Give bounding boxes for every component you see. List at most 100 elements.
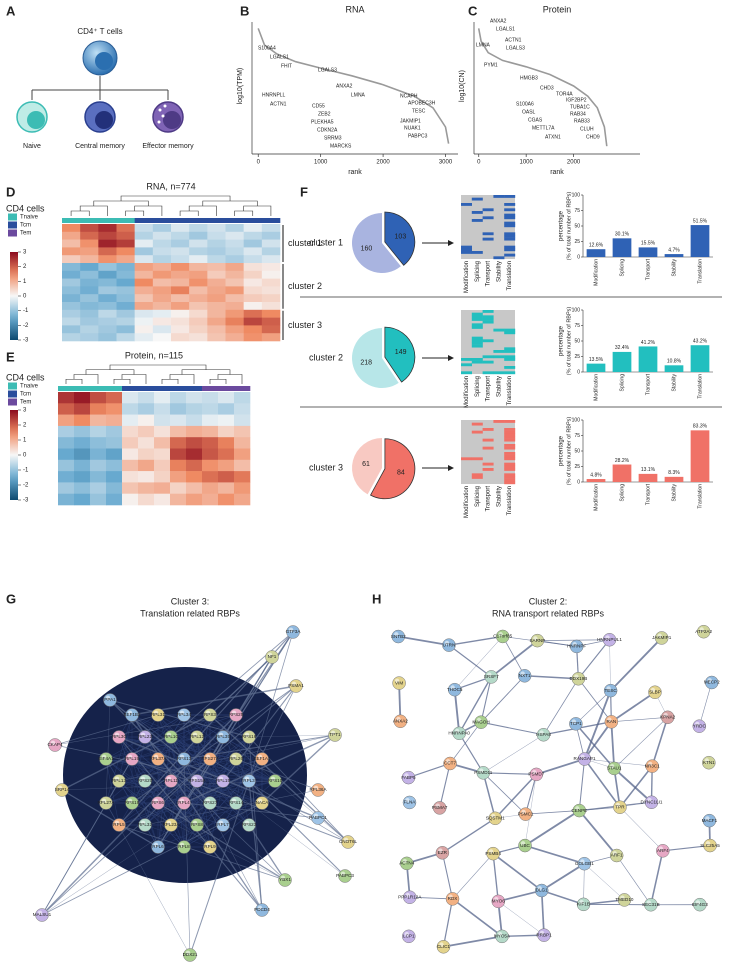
protein-label: RPS19 — [125, 800, 140, 805]
interaction-edge — [575, 723, 615, 769]
heatmap-cell — [152, 224, 172, 233]
node-highlight — [448, 894, 453, 899]
protein-label: SEC31B — [642, 902, 660, 907]
interaction-edge — [541, 862, 585, 892]
heatmap-cell — [80, 286, 99, 295]
matrix-column-label: Modification — [464, 486, 470, 518]
interaction-edge — [498, 901, 545, 936]
x-tick-label: Translation — [697, 374, 703, 399]
protein-label: GTF3A — [286, 629, 302, 634]
matrix-cell — [504, 224, 516, 228]
node-highlight — [695, 900, 701, 905]
gene-label: PYM1 — [484, 62, 498, 68]
heatmap-cell — [62, 239, 81, 248]
matrix-cell — [471, 422, 483, 426]
protein-label: ANXA2 — [393, 718, 409, 723]
gene-label: RAB33 — [574, 118, 590, 124]
node-highlight — [166, 732, 172, 737]
cluster-label: cluster 3 — [309, 462, 343, 472]
node-highlight — [257, 798, 263, 803]
heatmap-cell — [58, 493, 75, 506]
protein-label: RPS6 — [152, 800, 164, 805]
node-highlight — [646, 900, 652, 905]
node-highlight — [179, 754, 185, 759]
interaction-edge — [157, 685, 297, 804]
interaction-edge — [439, 763, 451, 809]
protein-label: LCP1 — [403, 934, 415, 939]
heatmap-cell — [62, 317, 81, 326]
heatmap-cell — [261, 302, 281, 311]
interaction-edge — [480, 676, 492, 723]
gene-label: CD55 — [312, 103, 325, 109]
protein-label: MYO5A — [494, 934, 511, 939]
protein-label: RPL15 — [216, 778, 230, 783]
gene-label: S100A6 — [516, 101, 534, 107]
protein-label: UTRN — [443, 642, 456, 647]
legend-label: Tcm — [20, 223, 31, 229]
gene-label: TESC — [412, 108, 426, 114]
matrix-cell — [504, 232, 516, 236]
protein-label: SLC25A5 — [700, 843, 720, 848]
protein-label: DLG1 — [536, 888, 548, 893]
matrix-cell — [504, 328, 516, 332]
protein-label: RPL12 — [190, 734, 204, 739]
node-highlight — [404, 773, 409, 778]
matrix-cell — [504, 473, 516, 477]
heatmap-cell — [207, 247, 226, 256]
heatmap-cell — [225, 309, 244, 318]
panel-a-illustration — [16, 40, 184, 133]
matrix-cell — [471, 358, 483, 361]
dendrogram — [79, 205, 108, 216]
legend-title: CD4 cells — [6, 372, 45, 382]
node-highlight — [37, 910, 43, 915]
heatmap-cell — [80, 247, 99, 256]
gene-label: CHD9 — [586, 134, 600, 140]
y-axis-label: log10(CN) — [459, 70, 466, 102]
interaction-edge — [183, 758, 191, 956]
heatmap-cell — [186, 471, 203, 483]
matrix-cell — [504, 253, 516, 257]
matrix-cell — [493, 355, 505, 359]
node-highlight — [533, 636, 538, 641]
interaction-edge — [482, 772, 526, 815]
matrix-cell — [504, 452, 516, 455]
heatmap-cell — [138, 493, 155, 506]
protein-label: RPS23 — [242, 822, 257, 827]
protein-label: C17orf85 — [493, 634, 512, 639]
heatmap-cell — [186, 437, 203, 449]
y-tick-label: 0 — [577, 254, 580, 260]
node-highlight — [394, 632, 399, 637]
heatmap-cell — [58, 425, 75, 438]
heatmap-cell — [62, 278, 81, 287]
gene-label: CHD3 — [540, 85, 554, 91]
heatmap-cell — [234, 425, 251, 438]
matrix-cell — [504, 454, 516, 458]
bar — [586, 249, 606, 257]
group-bar — [80, 218, 99, 223]
matrix-cell — [504, 476, 516, 479]
x-tick-label: Transport — [645, 258, 651, 280]
matrix-cell — [471, 318, 483, 321]
group-bar — [207, 218, 226, 223]
heatmap-cell — [90, 414, 107, 427]
matrix-cell — [461, 245, 472, 249]
interaction-edge — [536, 758, 585, 776]
node-highlight — [218, 776, 224, 781]
heatmap-cell — [243, 294, 263, 303]
protein-label: CLIC1 — [437, 944, 450, 949]
heatmap-cell — [98, 333, 117, 342]
matrix-cell — [482, 232, 494, 236]
heatmap-cell — [154, 425, 171, 438]
interaction-edge — [183, 734, 336, 804]
heatmap-cell — [207, 239, 226, 248]
node-highlight — [520, 841, 526, 846]
matrix-cell — [482, 216, 494, 220]
heatmap-cell — [58, 471, 75, 483]
protein-label: RPL10 — [164, 734, 178, 739]
interaction-edge — [170, 631, 294, 738]
heatmap-cell — [225, 255, 244, 264]
group-bar — [74, 386, 91, 391]
node-highlight — [521, 809, 526, 815]
gene-label: LGALS3 — [318, 67, 337, 73]
